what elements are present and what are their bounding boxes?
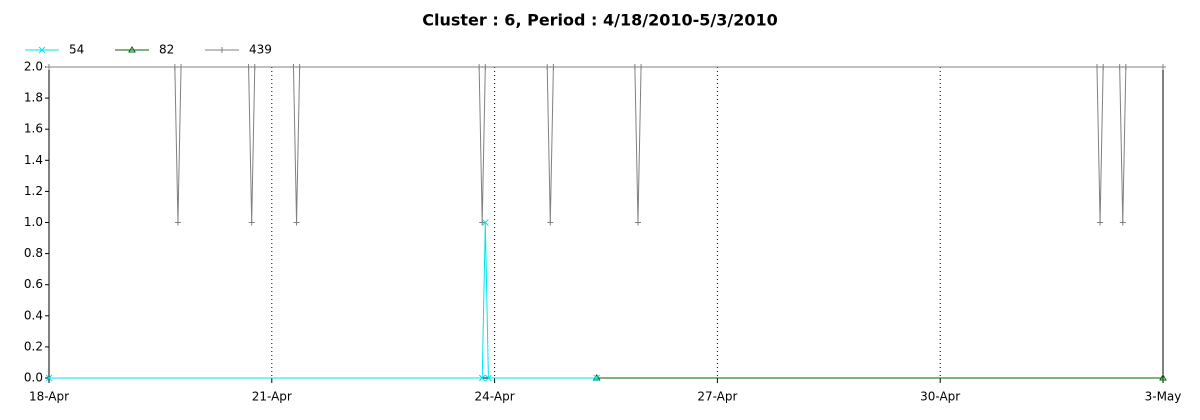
data-marker xyxy=(485,374,492,382)
data-marker xyxy=(1159,374,1167,381)
data-marker xyxy=(178,64,185,70)
y-tick-label: 0.2 xyxy=(24,339,43,353)
data-marker xyxy=(290,64,297,70)
data-marker xyxy=(1119,219,1126,226)
data-marker xyxy=(631,64,638,70)
y-tick-label: 0.8 xyxy=(24,246,43,260)
data-marker xyxy=(174,219,181,226)
y-tick-label: 0.0 xyxy=(24,371,43,385)
legend-label: 54 xyxy=(69,43,84,57)
x-tick-label: 18-Apr xyxy=(29,390,69,404)
x-tick-label: 24-Apr xyxy=(475,390,515,404)
data-marker xyxy=(171,64,178,70)
data-marker xyxy=(1122,64,1129,70)
data-marker xyxy=(1097,219,1104,226)
y-tick-label: 1.8 xyxy=(24,91,43,105)
data-marker xyxy=(593,374,601,382)
data-marker xyxy=(293,219,300,226)
data-marker xyxy=(245,64,252,70)
x-tick-label: 3-May xyxy=(1145,390,1182,404)
data-marker xyxy=(46,64,52,70)
x-tick-label: 30-Apr xyxy=(920,390,960,404)
legend-label: 439 xyxy=(249,43,272,57)
y-tick-label: 1.2 xyxy=(24,184,43,198)
data-marker xyxy=(481,219,489,226)
y-tick-label: 1.6 xyxy=(24,122,43,136)
data-marker xyxy=(479,219,486,226)
data-marker xyxy=(544,64,551,70)
data-marker xyxy=(634,219,641,226)
data-marker xyxy=(638,64,645,70)
data-marker xyxy=(248,219,255,226)
y-tick-label: 2.0 xyxy=(24,60,43,74)
y-tick-label: 1.4 xyxy=(24,153,43,167)
data-marker xyxy=(251,64,258,70)
data-marker xyxy=(550,64,557,70)
data-marker xyxy=(476,64,483,70)
data-marker xyxy=(45,374,53,382)
x-tick-label: 21-Apr xyxy=(252,390,292,404)
chart-title: Cluster : 6, Period : 4/18/2010-5/3/2010 xyxy=(422,11,778,30)
data-marker xyxy=(296,64,303,70)
y-tick-label: 1.0 xyxy=(24,215,43,229)
y-tick-label: 0.4 xyxy=(24,308,43,322)
data-marker xyxy=(547,219,554,226)
legend-marker xyxy=(128,46,136,53)
plot-frame xyxy=(48,66,1164,379)
data-marker xyxy=(1160,64,1166,70)
y-tick-label: 0.6 xyxy=(24,277,43,291)
legend-marker xyxy=(219,47,225,53)
legend-marker xyxy=(38,46,46,54)
data-marker xyxy=(1093,64,1100,70)
data-marker xyxy=(1116,64,1123,70)
legend-label: 82 xyxy=(159,43,174,57)
data-marker xyxy=(478,374,486,382)
series-line xyxy=(49,222,597,379)
data-marker xyxy=(482,64,489,70)
data-marker xyxy=(1100,64,1107,70)
series-line xyxy=(49,66,1163,223)
x-tick-label: 27-Apr xyxy=(697,390,737,404)
